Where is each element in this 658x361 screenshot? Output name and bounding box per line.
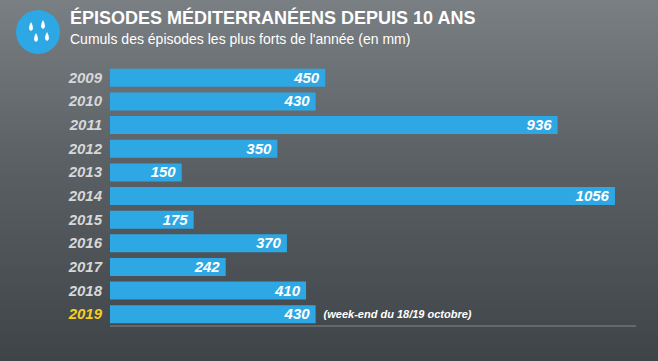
svg-text:430: 430	[284, 92, 311, 109]
svg-text:2014: 2014	[68, 187, 103, 204]
svg-text:2011: 2011	[69, 116, 102, 133]
svg-text:2012: 2012	[68, 140, 103, 157]
svg-text:2013: 2013	[68, 163, 103, 180]
svg-text:2017: 2017	[68, 258, 103, 275]
svg-text:2018: 2018	[68, 282, 103, 299]
html-text:Cumuls des épisodes les plus f: Cumuls des épisodes les plus forts de l'…	[70, 31, 411, 47]
svg-text:2019: 2019	[68, 305, 103, 322]
svg-text:370: 370	[256, 234, 282, 251]
svg-text:2010: 2010	[68, 92, 103, 109]
svg-text:1056: 1056	[576, 187, 610, 204]
svg-text:(week-end du 18/19 octobre): (week-end du 18/19 octobre)	[324, 308, 472, 320]
svg-text:350: 350	[246, 140, 272, 157]
svg-text:410: 410	[274, 282, 301, 299]
svg-text:2009: 2009	[68, 69, 103, 86]
svg-text:150: 150	[151, 163, 177, 180]
svg-text:450: 450	[293, 69, 320, 86]
svg-text:430: 430	[284, 305, 311, 322]
svg-text:2016: 2016	[68, 234, 103, 251]
html-text:ÉPISODES MÉDITERRANÉENS DEPUIS: ÉPISODES MÉDITERRANÉENS DEPUIS 10 ANS	[70, 8, 476, 28]
svg-text:242: 242	[194, 258, 221, 275]
svg-text:936: 936	[527, 116, 553, 133]
svg-text:175: 175	[163, 211, 189, 228]
svg-text:2015: 2015	[68, 211, 103, 228]
